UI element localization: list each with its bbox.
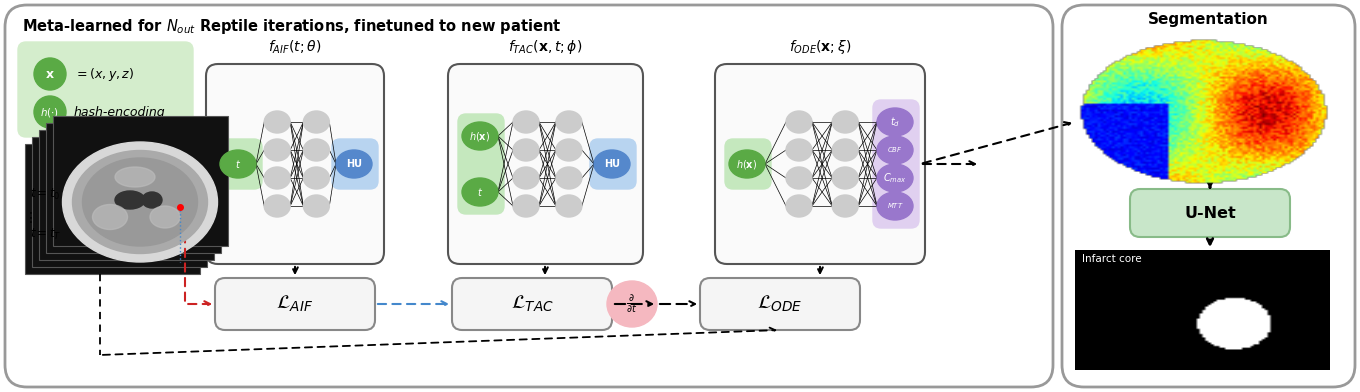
Ellipse shape (832, 139, 858, 161)
Ellipse shape (116, 191, 146, 209)
Text: HU: HU (345, 159, 362, 169)
Text: $\frac{\partial}{\partial t}$: $\frac{\partial}{\partial t}$ (627, 293, 638, 315)
Ellipse shape (877, 164, 913, 192)
Text: $f_{ODE}(\mathbf{x}; \xi)$: $f_{ODE}(\mathbf{x}; \xi)$ (789, 38, 851, 56)
Ellipse shape (303, 139, 329, 161)
Ellipse shape (462, 122, 498, 150)
Text: U-Net: U-Net (1185, 205, 1236, 221)
Circle shape (34, 96, 67, 128)
FancyBboxPatch shape (1130, 189, 1291, 237)
FancyBboxPatch shape (590, 139, 636, 189)
Ellipse shape (220, 150, 256, 178)
Ellipse shape (141, 192, 162, 208)
Ellipse shape (264, 111, 290, 133)
Ellipse shape (150, 206, 180, 228)
FancyBboxPatch shape (39, 130, 214, 260)
Ellipse shape (556, 139, 582, 161)
Ellipse shape (72, 151, 208, 254)
FancyBboxPatch shape (46, 123, 220, 253)
Ellipse shape (786, 167, 812, 189)
Ellipse shape (786, 111, 812, 133)
Ellipse shape (513, 167, 539, 189)
Text: $\mathcal{L}_{TAC}$: $\mathcal{L}_{TAC}$ (510, 294, 554, 314)
Text: $t = t_T$: $t = t_T$ (30, 227, 61, 241)
FancyBboxPatch shape (1062, 5, 1355, 387)
Ellipse shape (877, 136, 913, 164)
Ellipse shape (832, 111, 858, 133)
Ellipse shape (832, 167, 858, 189)
Text: $\mathcal{L}_{ODE}$: $\mathcal{L}_{ODE}$ (758, 294, 802, 314)
Ellipse shape (116, 167, 155, 187)
FancyBboxPatch shape (18, 42, 193, 137)
FancyBboxPatch shape (216, 139, 262, 189)
Text: HU: HU (604, 159, 620, 169)
Ellipse shape (556, 167, 582, 189)
Ellipse shape (607, 281, 657, 327)
Text: $h(\mathbf{x})$: $h(\mathbf{x})$ (736, 158, 758, 171)
Ellipse shape (786, 139, 812, 161)
Ellipse shape (832, 195, 858, 217)
Circle shape (34, 58, 67, 90)
Ellipse shape (594, 150, 630, 178)
FancyBboxPatch shape (715, 64, 925, 264)
FancyBboxPatch shape (332, 139, 378, 189)
Text: $h(\cdot)$: $h(\cdot)$ (41, 105, 60, 118)
Ellipse shape (264, 139, 290, 161)
Ellipse shape (63, 142, 218, 262)
Text: $C_{max}$: $C_{max}$ (883, 171, 907, 185)
Text: $\mathbf{x}$: $\mathbf{x}$ (45, 67, 54, 80)
Ellipse shape (513, 139, 539, 161)
Text: $_{MTT}$: $_{MTT}$ (887, 201, 903, 211)
Ellipse shape (729, 150, 764, 178)
FancyBboxPatch shape (447, 64, 643, 264)
Ellipse shape (264, 195, 290, 217)
Ellipse shape (786, 195, 812, 217)
Ellipse shape (336, 150, 373, 178)
FancyBboxPatch shape (215, 278, 375, 330)
Ellipse shape (556, 111, 582, 133)
FancyBboxPatch shape (24, 144, 200, 274)
Text: CBF: CBF (1083, 37, 1104, 47)
Ellipse shape (303, 195, 329, 217)
Text: Meta-learned for $N_{out}$ Reptile iterations, finetuned to new patient: Meta-learned for $N_{out}$ Reptile itera… (22, 17, 562, 36)
Text: $_{CBF}$: $_{CBF}$ (887, 145, 903, 155)
Text: Infarct core: Infarct core (1083, 254, 1141, 264)
Ellipse shape (264, 167, 290, 189)
FancyBboxPatch shape (53, 116, 228, 246)
Text: $\vdots$: $\vdots$ (23, 209, 33, 225)
FancyBboxPatch shape (458, 114, 505, 214)
Ellipse shape (303, 167, 329, 189)
Ellipse shape (877, 108, 913, 136)
Text: $f_{TAC}(\mathbf{x}, t; \phi)$: $f_{TAC}(\mathbf{x}, t; \phi)$ (507, 38, 582, 56)
Text: $h(\mathbf{x})$: $h(\mathbf{x})$ (469, 129, 491, 143)
Text: $= (x, y, z)$: $= (x, y, z)$ (73, 65, 135, 82)
FancyBboxPatch shape (452, 278, 612, 330)
FancyBboxPatch shape (205, 64, 384, 264)
Ellipse shape (92, 205, 128, 229)
Ellipse shape (303, 111, 329, 133)
Text: $t$: $t$ (235, 158, 241, 170)
Ellipse shape (513, 111, 539, 133)
FancyBboxPatch shape (873, 100, 919, 228)
Ellipse shape (513, 195, 539, 217)
Text: $t_d$: $t_d$ (889, 115, 900, 129)
Text: $f_{AIF}(t; \theta)$: $f_{AIF}(t; \theta)$ (268, 38, 322, 56)
Text: $t = t_0$: $t = t_0$ (30, 187, 60, 201)
FancyBboxPatch shape (5, 5, 1053, 387)
Ellipse shape (556, 195, 582, 217)
FancyBboxPatch shape (33, 137, 207, 267)
FancyBboxPatch shape (700, 278, 860, 330)
Ellipse shape (462, 178, 498, 206)
Text: hash-encoding: hash-encoding (73, 105, 166, 118)
Ellipse shape (83, 158, 197, 246)
Text: $\mathcal{L}_{AIF}$: $\mathcal{L}_{AIF}$ (276, 294, 314, 314)
Text: Segmentation: Segmentation (1148, 12, 1269, 27)
FancyBboxPatch shape (725, 139, 771, 189)
Text: $t$: $t$ (477, 186, 483, 198)
Ellipse shape (877, 192, 913, 220)
